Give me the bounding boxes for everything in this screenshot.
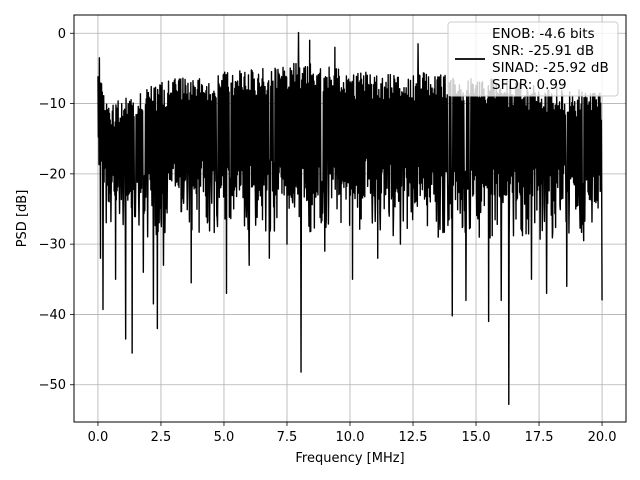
x-axis: 0.0 2.5 5.0 7.5 10.0 12.5 15.0 17.5 20.0 [88, 422, 617, 445]
legend: ENOB: -4.6 bits SNR: -25.91 dB SINAD: -2… [447, 21, 619, 97]
psd-series-line [97, 31, 603, 406]
legend-entry: SINAD: -25.92 dB [492, 60, 609, 76]
y-axis: 0 −10 −20 −30 −40 −50 [39, 27, 74, 393]
x-tick-label: 12.5 [399, 430, 428, 445]
x-tick-label: 7.5 [277, 430, 298, 445]
x-tick-label: 2.5 [151, 430, 172, 445]
legend-box [447, 21, 619, 97]
y-tick-label: −40 [39, 308, 66, 323]
x-tick-label: 20.0 [588, 430, 617, 445]
x-tick-label: 5.0 [214, 430, 235, 445]
y-tick-label: −30 [39, 238, 66, 253]
y-axis-label: PSD [dB] [15, 190, 30, 248]
y-tick-label: −10 [39, 97, 66, 112]
x-tick-label: 17.5 [525, 430, 554, 445]
legend-entry: SFDR: 0.99 [492, 77, 567, 93]
x-tick-label: 10.0 [336, 430, 365, 445]
x-tick-label: 0.0 [88, 430, 109, 445]
series-layer [97, 31, 603, 406]
y-tick-label: −20 [39, 167, 66, 182]
legend-entry: SNR: -25.91 dB [492, 43, 594, 59]
x-tick-label: 15.0 [462, 430, 491, 445]
y-tick-label: −50 [39, 378, 66, 393]
x-axis-label: Frequency [MHz] [295, 451, 404, 466]
y-tick-label: 0 [58, 27, 66, 42]
legend-entry: ENOB: -4.6 bits [492, 26, 595, 42]
